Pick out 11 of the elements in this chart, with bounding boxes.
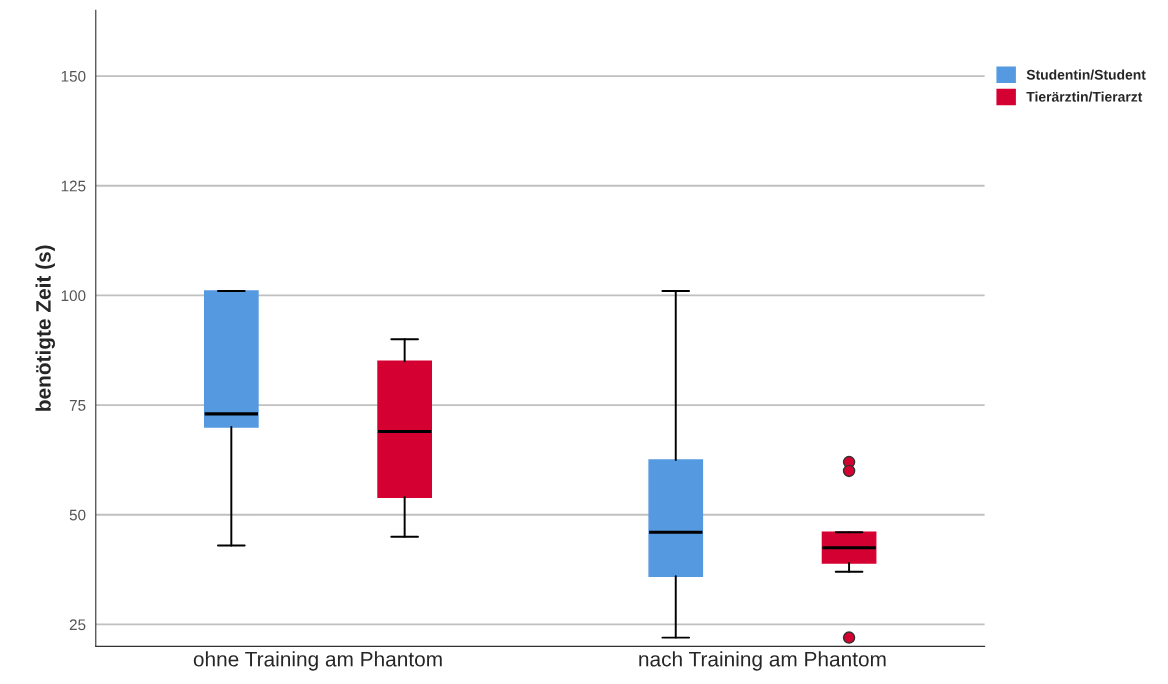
y-tick-label: 100 — [61, 290, 86, 302]
y-tick-label: 25 — [69, 619, 86, 631]
y-axis-title: benötigte Zeit (s) — [35, 245, 56, 411]
y-tick-label: 150 — [61, 70, 86, 82]
x-tick-label: nach Training am Phantom — [639, 651, 886, 671]
legend-label: Tierärztin/Tierarzt — [1026, 91, 1143, 102]
y-tick-label: 75 — [69, 400, 86, 411]
legend-label: Studentin/Student — [1026, 69, 1146, 80]
x-tick-label: ohne Training am Phantom — [193, 651, 442, 671]
y-tick-label: 125 — [61, 180, 86, 192]
y-tick-label: 50 — [69, 509, 86, 521]
